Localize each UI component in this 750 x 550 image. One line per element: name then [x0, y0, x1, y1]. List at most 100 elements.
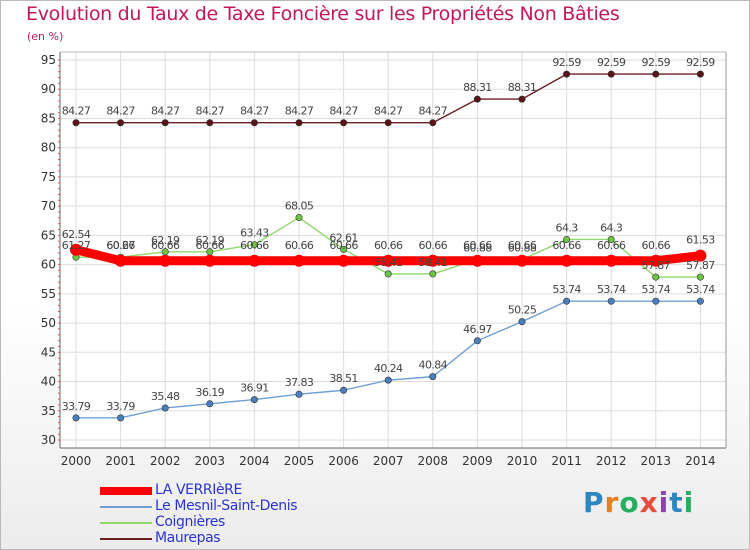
data-label: 36.19	[196, 386, 225, 399]
data-point	[563, 70, 571, 78]
data-point	[694, 249, 707, 262]
data-point	[473, 95, 481, 103]
y-tick-label: 55	[41, 287, 56, 301]
data-label: 84.27	[62, 105, 91, 118]
y-tick-label: 70	[41, 199, 56, 213]
data-label: 62.54	[62, 228, 91, 241]
logo-letter: x	[639, 486, 659, 519]
data-label: 60.66	[642, 239, 671, 252]
data-label: 84.27	[419, 105, 448, 118]
data-label: 60.66	[196, 239, 225, 252]
x-tick-label: 2006	[328, 454, 359, 468]
x-tick-label: 2004	[239, 454, 270, 468]
data-label: 33.79	[106, 400, 135, 413]
series	[70, 70, 707, 422]
data-label: 92.59	[597, 56, 626, 69]
proxiti-logo: Proxiti	[583, 486, 694, 519]
legend-label: Maurepas	[155, 530, 221, 546]
data-label: 57.87	[642, 259, 671, 272]
data-point	[250, 241, 258, 249]
data-label: 60.66	[552, 239, 581, 252]
data-point	[293, 254, 305, 267]
data-point	[203, 254, 216, 267]
data-point	[72, 414, 80, 422]
data-label: 60.88	[463, 241, 492, 254]
data-label: 60.66	[106, 239, 135, 252]
x-tick-label: 2005	[284, 454, 315, 468]
data-point	[114, 254, 127, 267]
data-label: 60.66	[508, 239, 537, 252]
data-point	[72, 119, 80, 127]
logo-letter: r	[604, 486, 620, 519]
data-point	[340, 245, 348, 253]
logo-letter: o	[619, 486, 640, 519]
data-label: 53.74	[597, 283, 626, 296]
data-label: 50.25	[508, 304, 537, 317]
data-labels: 84.27 84.27 84.27 84.27 84.27 84.27 84.27 84.27…	[62, 56, 716, 413]
data-point	[652, 273, 660, 281]
data-label: 53.74	[552, 283, 581, 296]
x-tick-label: 2010	[507, 454, 538, 468]
data-label: 92.59	[642, 56, 671, 69]
data-point	[161, 404, 169, 412]
data-point	[696, 273, 704, 281]
data-point	[516, 254, 528, 267]
data-point	[248, 254, 261, 267]
data-point	[518, 318, 526, 326]
x-tick-label: 2008	[418, 454, 449, 468]
x-tick-label: 2000	[61, 454, 92, 468]
x-tick-label: 2012	[596, 454, 627, 468]
data-label: 84.27	[151, 105, 180, 118]
logo-letter: t	[669, 486, 684, 519]
data-point	[250, 119, 258, 127]
data-label: 62.19	[196, 234, 225, 247]
chart-title: Evolution du Taux de Taxe Foncière sur l…	[26, 3, 620, 25]
data-label: 84.27	[329, 105, 358, 118]
legend-label: Coignières	[155, 514, 225, 530]
data-label: 60.66	[329, 239, 358, 252]
data-point	[607, 70, 615, 78]
data-label: 35.48	[151, 390, 180, 403]
data-point	[340, 386, 348, 394]
y-tick-label: 80	[41, 141, 56, 155]
data-label: 84.27	[285, 105, 314, 118]
x-tick-label: 2007	[373, 454, 404, 468]
data-point	[473, 337, 481, 345]
data-label: 84.27	[196, 105, 225, 118]
axes: 30 35 40 45 50 55 60 65 70 75 80 85 90 95 2000 2001 2002…	[41, 51, 727, 468]
y-tick-label: 35	[41, 404, 56, 418]
data-point	[384, 119, 392, 127]
data-point	[560, 254, 573, 267]
data-label: 57.87	[686, 259, 715, 272]
data-point	[471, 254, 484, 267]
data-label: 61.53	[686, 234, 715, 247]
data-label: 88.31	[463, 81, 492, 94]
data-point	[429, 119, 437, 127]
data-point	[70, 243, 82, 256]
y-axis-unit: (en %)	[27, 30, 64, 43]
x-tick-label: 2009	[462, 454, 493, 468]
data-point	[429, 270, 437, 278]
y-tick-label: 60	[41, 258, 56, 272]
data-point	[384, 270, 392, 278]
data-point	[652, 297, 660, 305]
y-tick-label: 45	[41, 345, 56, 359]
logo-letter: i	[683, 486, 695, 519]
data-label: 92.59	[686, 56, 715, 69]
legend-swatch-le-mesnil	[100, 506, 152, 508]
y-tick-label: 50	[41, 316, 56, 330]
data-label: 60.66	[374, 239, 403, 252]
data-label: 63.43	[240, 227, 269, 240]
data-point	[295, 119, 303, 127]
data-point	[250, 396, 258, 404]
data-point	[117, 414, 125, 422]
data-label: 60.88	[508, 241, 537, 254]
x-tick-label: 2002	[150, 454, 181, 468]
data-label: 33.79	[62, 400, 91, 413]
x-tick-label: 2011	[551, 454, 582, 468]
data-label: 53.74	[686, 283, 715, 296]
data-point	[117, 119, 125, 127]
data-point	[649, 254, 662, 267]
data-label: 61.27	[62, 239, 91, 252]
